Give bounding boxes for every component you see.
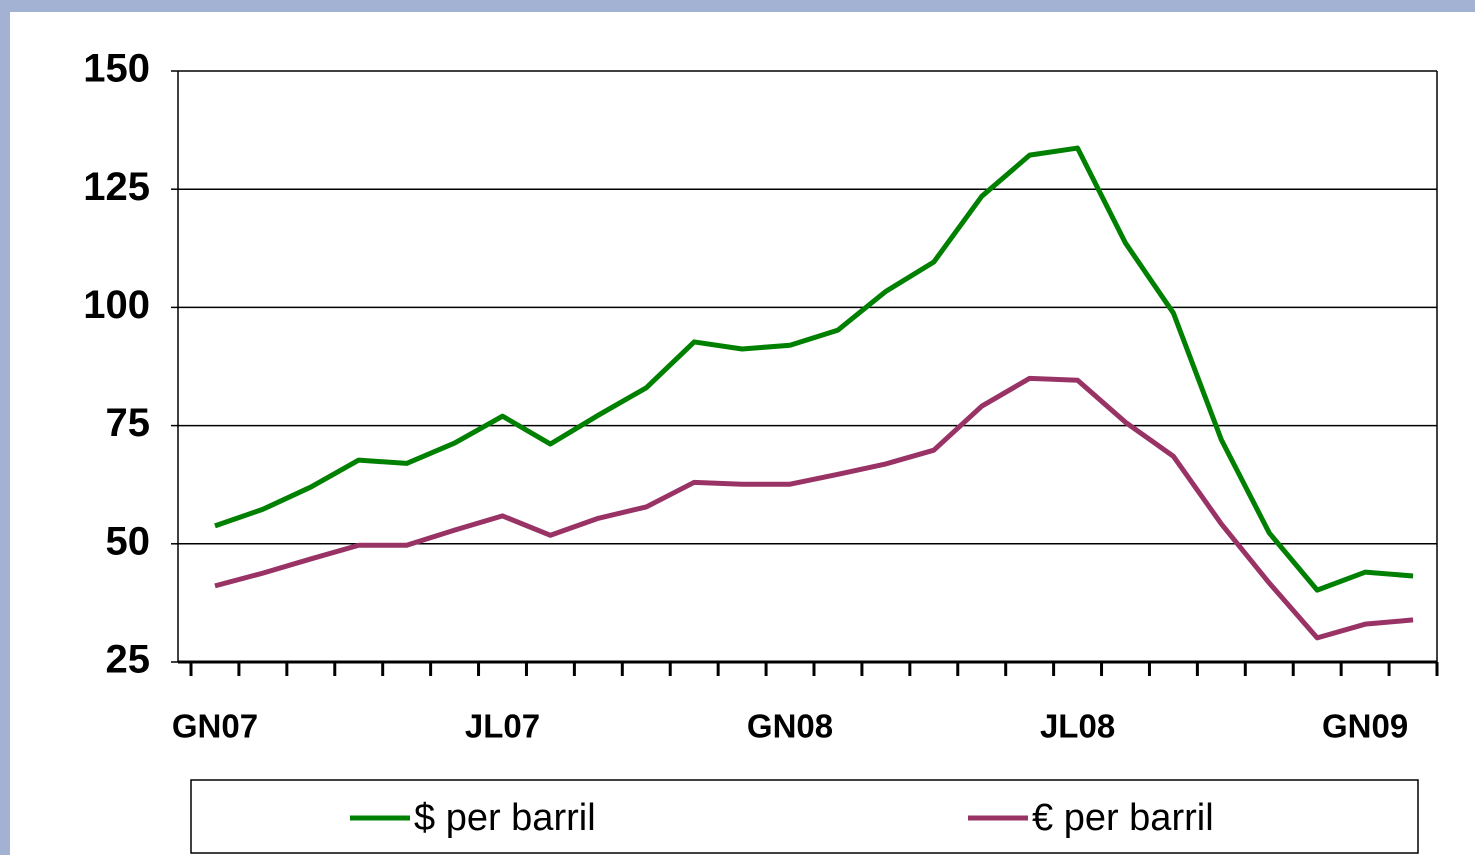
- legend-label: € per barril: [1032, 797, 1214, 839]
- y-tick-label: 75: [106, 401, 151, 445]
- x-tick-label: GN09: [1322, 708, 1408, 745]
- chart-background: [10, 12, 1475, 855]
- x-tick-label: JL08: [1040, 708, 1115, 745]
- legend-label: $ per barril: [414, 797, 596, 839]
- x-tick-label: GN07: [172, 708, 258, 745]
- y-tick-label: 25: [106, 638, 151, 682]
- y-tick-label: 50: [106, 519, 151, 563]
- y-tick-label: 125: [83, 165, 150, 209]
- x-tick-label: JL07: [465, 708, 540, 745]
- series-line: [214, 145, 1414, 593]
- y-tick-label: 100: [83, 283, 150, 327]
- series-line: [214, 375, 1414, 641]
- x-tick-label: GN08: [747, 708, 833, 745]
- y-tick-label: 150: [83, 47, 150, 91]
